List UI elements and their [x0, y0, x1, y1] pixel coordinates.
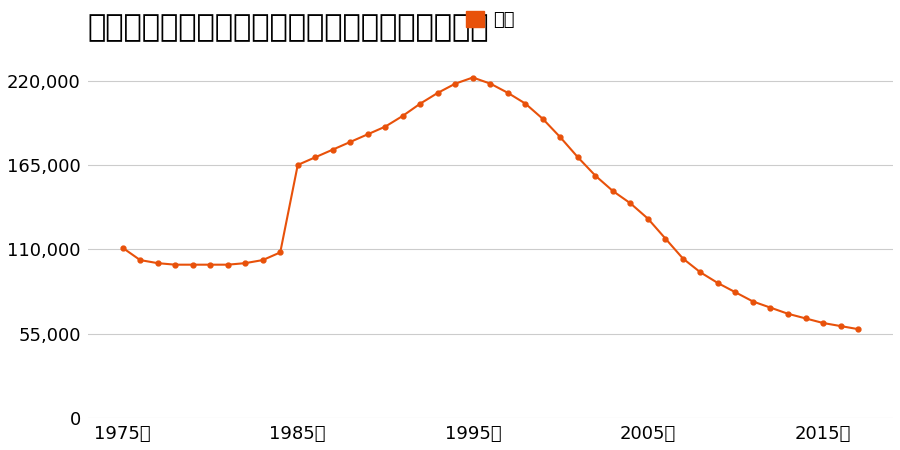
- Text: 富山県魚津市中央通り１丁目７１７番の地価推移: 富山県魚津市中央通り１丁目７１７番の地価推移: [87, 13, 489, 42]
- Legend: 価格: 価格: [459, 4, 522, 36]
